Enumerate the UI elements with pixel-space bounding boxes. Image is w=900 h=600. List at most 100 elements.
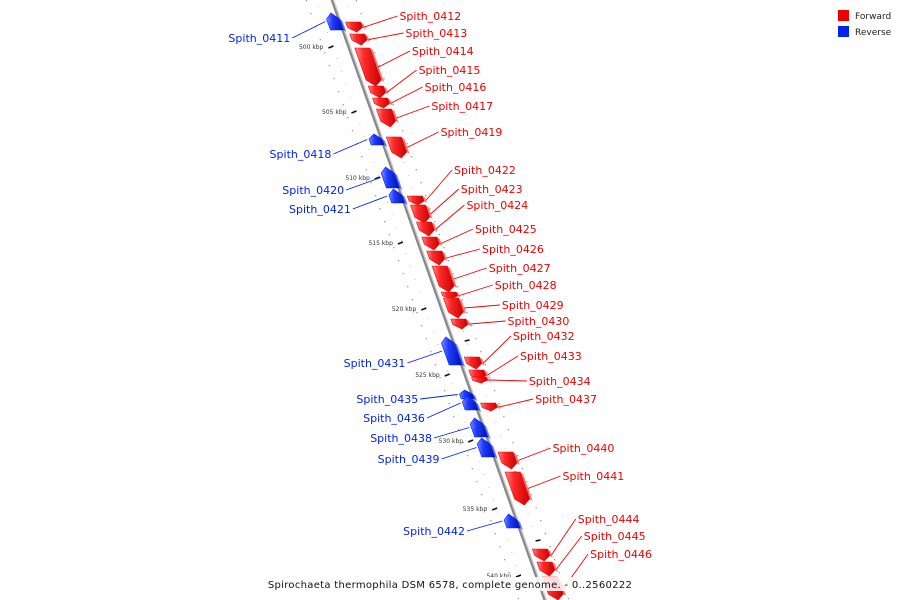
legend-label-reverse: Reverse — [855, 28, 892, 38]
gene-label-spith-0444[interactable]: Spith_0444 — [578, 513, 640, 526]
gene-glyph-spith-0418[interactable] — [368, 133, 385, 146]
gene-label-spith-0415[interactable]: Spith_0415 — [419, 64, 481, 77]
gene-glyph-spith-0440[interactable] — [497, 451, 518, 470]
gene-label-spith-0424[interactable]: Spith_0424 — [466, 199, 528, 212]
gene-leader-line — [487, 355, 519, 376]
gene-leader-line — [378, 50, 411, 68]
gene-label-spith-0413[interactable]: Spith_0413 — [405, 27, 467, 40]
gene-glyph-spith-0426[interactable] — [426, 250, 445, 266]
gene-glyph-spith-0427[interactable] — [431, 265, 455, 293]
gene-label-spith-0440[interactable]: Spith_0440 — [553, 442, 615, 455]
gene-label-spith-0446[interactable]: Spith_0446 — [590, 548, 652, 561]
gene-label-spith-0442[interactable]: Spith_0442 — [403, 525, 465, 538]
gene-label-spith-0436[interactable]: Spith_0436 — [363, 412, 425, 425]
gene-leader-line — [466, 520, 503, 532]
gene-label-spith-0421[interactable]: Spith_0421 — [289, 203, 351, 216]
legend-swatch-reverse — [838, 26, 849, 37]
gene-label-spith-0423[interactable]: Spith_0423 — [461, 183, 523, 196]
gene-label-spith-0426[interactable]: Spith_0426 — [482, 243, 544, 256]
gene-label-spith-0432[interactable]: Spith_0432 — [513, 330, 575, 343]
gene-glyph-spith-0437[interactable] — [480, 402, 498, 412]
legend: Forward Reverse — [838, 10, 892, 38]
gene-label-spith-0434[interactable]: Spith_0434 — [529, 375, 591, 388]
legend-swatch-forward — [838, 10, 849, 21]
gene-label-spith-0445[interactable]: Spith_0445 — [584, 530, 646, 543]
gene-label-spith-0420[interactable]: Spith_0420 — [282, 184, 344, 197]
gene-glyph-spith-0421[interactable] — [388, 188, 406, 204]
scale-tick-label: 520 kbp — [392, 306, 417, 313]
gene-leader-line — [368, 32, 404, 40]
gene-glyph-spith-0438[interactable] — [469, 417, 489, 438]
gene-label-spith-0411[interactable]: Spith_0411 — [228, 32, 290, 45]
gene-glyph-spith-0413[interactable] — [349, 33, 368, 46]
gene-glyph-spith-0422[interactable] — [406, 195, 425, 206]
gene-leader-line — [433, 427, 470, 439]
gene-leader-line — [426, 402, 461, 419]
gene-leader-line — [396, 105, 430, 119]
gene-glyph-spith-0424[interactable] — [416, 221, 435, 237]
gene-glyph-spith-0425[interactable] — [421, 236, 440, 251]
gene-label-spith-0441[interactable]: Spith_0441 — [563, 470, 625, 483]
scale-tick-label: 525 kbp — [415, 372, 440, 379]
gene-leader-line — [345, 177, 381, 191]
gene-leader-line — [333, 139, 368, 155]
gene-leader-line — [483, 335, 512, 364]
gene-label-spith-0428[interactable]: Spith_0428 — [495, 279, 557, 292]
genome-caption: Spirochaeta thermophila DSM 6578, comple… — [268, 580, 632, 591]
gene-glyph-spith-0428[interactable] — [440, 291, 459, 300]
gene-leader-line — [391, 86, 423, 104]
scale-tick-label: 515 kbp — [368, 240, 393, 247]
gene-glyph-spith-0432[interactable] — [463, 356, 483, 370]
gene-glyph-spith-0420[interactable] — [380, 166, 400, 189]
gene-label-spith-0418[interactable]: Spith_0418 — [270, 148, 332, 161]
gene-label-spith-0438[interactable]: Spith_0438 — [370, 432, 432, 445]
gene-glyph-spith-0416[interactable] — [372, 97, 390, 109]
gene-glyph-spith-0419[interactable] — [385, 136, 407, 159]
gene-label-spith-0416[interactable]: Spith_0416 — [425, 81, 487, 94]
gene-glyph-spith-0417[interactable] — [375, 108, 397, 128]
gene-glyph-spith-0434[interactable] — [470, 376, 488, 384]
gene-glyph-spith-0441[interactable] — [504, 471, 530, 506]
legend-label-forward: Forward — [855, 12, 891, 22]
gene-leader-line — [459, 284, 493, 296]
gene-label-spith-0435[interactable]: Spith_0435 — [356, 393, 418, 406]
gene-leader-line — [551, 518, 577, 556]
gene-label-spith-0433[interactable]: Spith_0433 — [520, 350, 582, 363]
gene-leader-line — [441, 447, 477, 460]
gene-glyph-spith-0445[interactable] — [536, 561, 556, 577]
scale-tick-label: 510 kbp — [345, 175, 370, 182]
gene-label-spith-0429[interactable]: Spith_0429 — [502, 299, 564, 312]
gene-label-spith-0422[interactable]: Spith_0422 — [454, 164, 516, 177]
gene-glyph-spith-0436[interactable] — [461, 395, 479, 411]
gene-leader-line — [292, 21, 326, 39]
gene-label-spith-0430[interactable]: Spith_0430 — [508, 315, 570, 328]
gene-glyph-spith-0442[interactable] — [503, 513, 521, 529]
gene-label-spith-0437[interactable]: Spith_0437 — [535, 393, 597, 406]
gene-glyph-spith-0423[interactable] — [410, 204, 431, 224]
gene-glyph-spith-0411[interactable] — [326, 12, 344, 31]
gene-leader-line — [517, 447, 551, 461]
gene-label-spith-0431[interactable]: Spith_0431 — [344, 357, 406, 370]
gene-label-spith-0439[interactable]: Spith_0439 — [378, 453, 440, 466]
gene-glyph-spith-0415[interactable] — [367, 85, 386, 99]
gene-leader-line — [407, 350, 443, 364]
gene-label-spith-0419[interactable]: Spith_0419 — [441, 126, 503, 139]
gene-label-spith-0425[interactable]: Spith_0425 — [475, 223, 537, 236]
gene-glyph-spith-0430[interactable] — [450, 318, 469, 330]
gene-label-spith-0427[interactable]: Spith_0427 — [489, 262, 551, 275]
gene-glyph-spith-0414[interactable] — [354, 47, 382, 87]
gene-glyph-spith-0439[interactable] — [476, 437, 496, 458]
gene-glyph-spith-0429[interactable] — [442, 297, 464, 319]
gene-leader-line — [498, 398, 534, 408]
gene-glyph-spith-0444[interactable] — [531, 548, 551, 562]
gene-leader-line — [352, 195, 388, 210]
gene-label-spith-0414[interactable]: Spith_0414 — [412, 45, 474, 58]
caption-box: Spirochaeta thermophila DSM 6578, comple… — [268, 577, 632, 591]
gene-leader-line — [527, 475, 561, 489]
gene-glyph-spith-0431[interactable] — [441, 336, 463, 366]
gene-label-spith-0412[interactable]: Spith_0412 — [399, 10, 461, 23]
gene-label-spith-0417[interactable]: Spith_0417 — [431, 100, 493, 113]
scale-tick-label: 500 kbp — [299, 44, 324, 51]
gene-leader-line — [440, 228, 474, 244]
gene-glyph-spith-0412[interactable] — [345, 21, 363, 33]
